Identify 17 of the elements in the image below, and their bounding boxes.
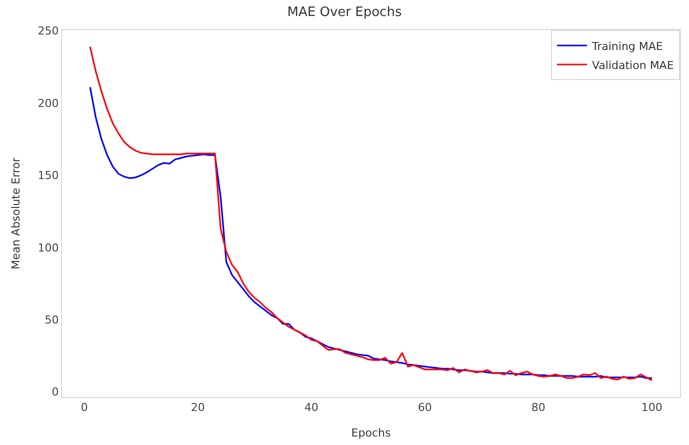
x-tick-label: 0 xyxy=(80,401,88,414)
chart-title: MAE Over Epochs xyxy=(287,4,402,20)
x-axis-title: Epochs xyxy=(351,426,391,440)
legend-label: Training MAE xyxy=(591,40,663,53)
y-tick-label: 150 xyxy=(38,169,59,182)
y-axis-title: Mean Absolute Error xyxy=(9,157,22,270)
y-tick-label: 0 xyxy=(52,386,59,399)
y-tick-label: 100 xyxy=(38,241,59,254)
y-tick-label: 200 xyxy=(38,96,59,110)
y-tick-label: 250 xyxy=(38,24,59,38)
x-tick-label: 60 xyxy=(418,401,432,414)
y-tick-label: 50 xyxy=(44,313,59,326)
legend-label: Validation MAE xyxy=(592,58,674,72)
x-tick-label: 100 xyxy=(641,401,662,414)
x-tick-label: 40 xyxy=(304,401,318,414)
x-tick-label: 20 xyxy=(190,401,205,414)
x-tick-label: 80 xyxy=(531,401,546,414)
